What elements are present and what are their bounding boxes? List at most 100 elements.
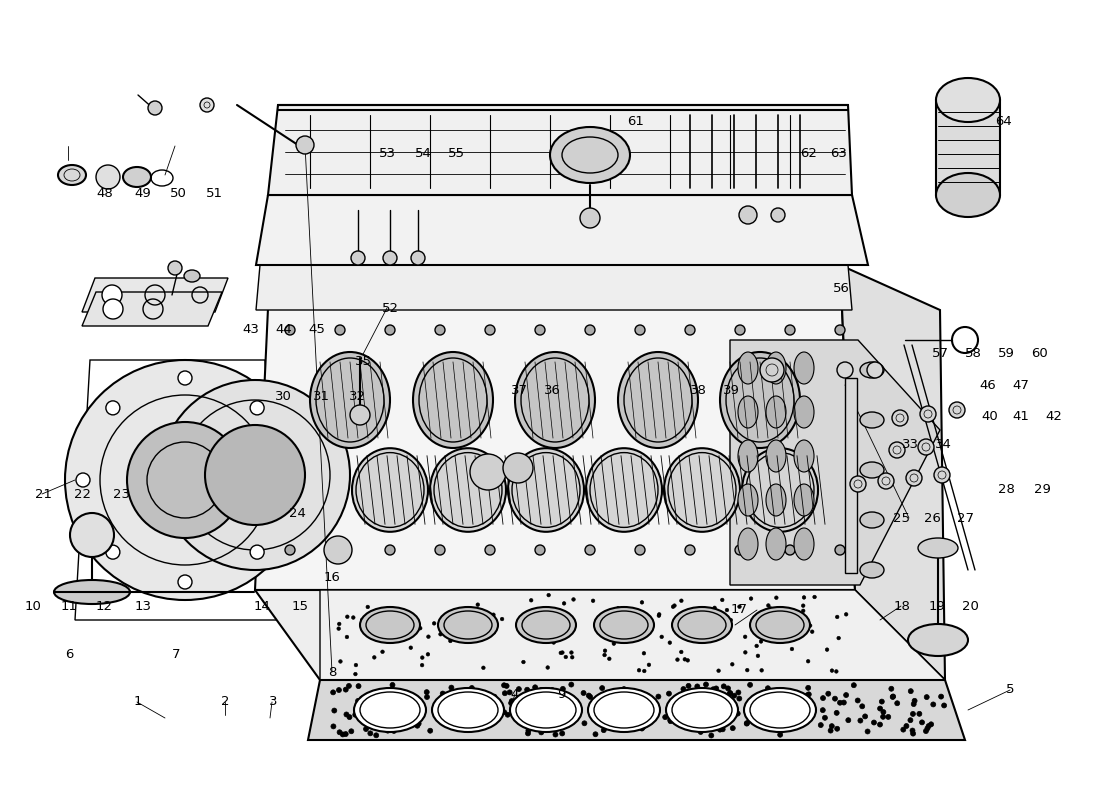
Circle shape	[736, 690, 741, 695]
Ellipse shape	[908, 624, 968, 656]
Ellipse shape	[794, 352, 814, 384]
Circle shape	[106, 401, 120, 415]
Circle shape	[769, 694, 774, 699]
Text: 24: 24	[288, 507, 306, 520]
Circle shape	[860, 704, 865, 709]
Text: 14: 14	[253, 600, 271, 613]
Circle shape	[725, 608, 729, 612]
Circle shape	[636, 697, 641, 702]
Circle shape	[667, 691, 671, 696]
Circle shape	[719, 705, 724, 710]
Circle shape	[675, 658, 680, 662]
Circle shape	[550, 687, 554, 693]
Circle shape	[502, 682, 507, 688]
Circle shape	[785, 545, 795, 555]
Circle shape	[878, 722, 882, 727]
Text: 48: 48	[96, 187, 113, 200]
Circle shape	[785, 325, 795, 335]
Ellipse shape	[354, 688, 426, 732]
Text: 10: 10	[24, 600, 42, 613]
Circle shape	[344, 712, 349, 717]
Text: 45: 45	[308, 323, 326, 336]
Circle shape	[778, 732, 783, 738]
Circle shape	[373, 655, 376, 659]
Circle shape	[509, 698, 515, 703]
Text: 19: 19	[928, 600, 946, 613]
Text: 16: 16	[323, 571, 341, 584]
Circle shape	[713, 606, 716, 610]
Circle shape	[388, 622, 392, 626]
Circle shape	[76, 473, 90, 487]
Ellipse shape	[54, 580, 130, 604]
Circle shape	[345, 635, 349, 638]
Circle shape	[949, 402, 965, 418]
Circle shape	[560, 686, 565, 691]
Text: 31: 31	[312, 390, 330, 402]
Circle shape	[715, 632, 719, 636]
Circle shape	[126, 422, 243, 538]
Circle shape	[508, 701, 514, 706]
Circle shape	[472, 633, 475, 637]
Circle shape	[648, 698, 652, 703]
Circle shape	[425, 694, 429, 699]
Circle shape	[553, 732, 558, 737]
Circle shape	[178, 371, 192, 385]
Circle shape	[808, 624, 812, 627]
Circle shape	[487, 716, 493, 721]
Circle shape	[475, 634, 480, 637]
Circle shape	[926, 723, 932, 729]
Circle shape	[628, 615, 631, 619]
Circle shape	[704, 682, 708, 687]
Circle shape	[745, 721, 749, 726]
Text: 37: 37	[510, 384, 528, 397]
Circle shape	[580, 208, 600, 228]
Circle shape	[392, 729, 396, 734]
Circle shape	[906, 470, 922, 486]
Ellipse shape	[860, 412, 884, 428]
Circle shape	[878, 706, 882, 711]
Text: 12: 12	[96, 600, 113, 613]
Circle shape	[532, 685, 538, 690]
Circle shape	[595, 697, 601, 702]
Circle shape	[168, 261, 182, 275]
Circle shape	[657, 614, 661, 618]
Circle shape	[647, 663, 651, 666]
Circle shape	[911, 731, 915, 736]
Circle shape	[603, 654, 606, 657]
Circle shape	[821, 695, 825, 701]
Circle shape	[363, 726, 368, 731]
Circle shape	[415, 723, 420, 728]
Circle shape	[726, 686, 730, 691]
Circle shape	[837, 700, 843, 706]
Circle shape	[821, 708, 825, 713]
Circle shape	[403, 620, 406, 623]
Circle shape	[574, 714, 580, 718]
Circle shape	[205, 425, 305, 525]
Ellipse shape	[918, 538, 958, 558]
Circle shape	[353, 672, 358, 676]
Ellipse shape	[360, 607, 420, 643]
Circle shape	[520, 698, 526, 703]
Circle shape	[360, 696, 364, 701]
Circle shape	[748, 682, 752, 687]
Circle shape	[351, 251, 365, 265]
Circle shape	[372, 698, 376, 703]
Circle shape	[372, 715, 376, 720]
Text: 40: 40	[981, 410, 999, 422]
Polygon shape	[82, 278, 228, 312]
Circle shape	[867, 362, 883, 378]
Ellipse shape	[766, 484, 786, 516]
Circle shape	[250, 401, 264, 415]
Ellipse shape	[352, 448, 428, 532]
Text: 39: 39	[723, 384, 740, 397]
Circle shape	[686, 683, 691, 688]
Ellipse shape	[412, 352, 493, 448]
Circle shape	[637, 669, 641, 672]
Circle shape	[737, 696, 741, 701]
Ellipse shape	[766, 440, 786, 472]
Circle shape	[346, 683, 351, 689]
Text: 36: 36	[543, 384, 561, 397]
Circle shape	[374, 733, 378, 738]
Polygon shape	[255, 590, 945, 680]
Circle shape	[426, 653, 430, 656]
